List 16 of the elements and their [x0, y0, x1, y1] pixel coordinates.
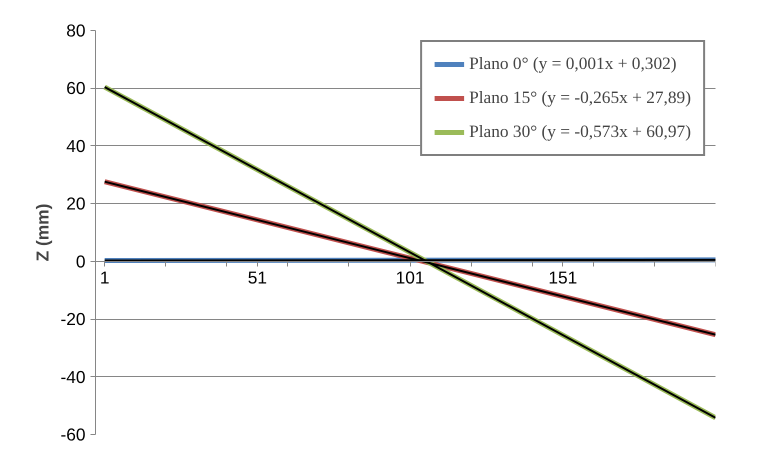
y-tick-label: 60 — [66, 78, 86, 98]
y-tick-label: -40 — [60, 366, 86, 387]
y-tick-label: -60 — [60, 424, 86, 444]
x-tick-label: 101 — [396, 267, 425, 288]
legend-label: Plano 15° (y = -0,265x + 27,89) — [469, 88, 691, 108]
legend-label: Plano 0° (y = 0,001x + 0,302) — [469, 54, 677, 74]
y-tick-label: 40 — [66, 136, 86, 156]
y-tick-label: -20 — [60, 309, 86, 330]
x-tick-label: 1 — [100, 267, 110, 288]
y-tick-label: 20 — [66, 194, 86, 214]
x-tick-label: 51 — [248, 267, 268, 288]
legend-label: Plano 30° (y = -0,573x + 60,97) — [469, 122, 691, 142]
y-axis-title: Z (mm) — [32, 204, 52, 262]
y-tick-label: 80 — [66, 20, 86, 40]
y-tick-label: 0 — [76, 251, 86, 272]
x-tick-label: 151 — [548, 267, 578, 288]
